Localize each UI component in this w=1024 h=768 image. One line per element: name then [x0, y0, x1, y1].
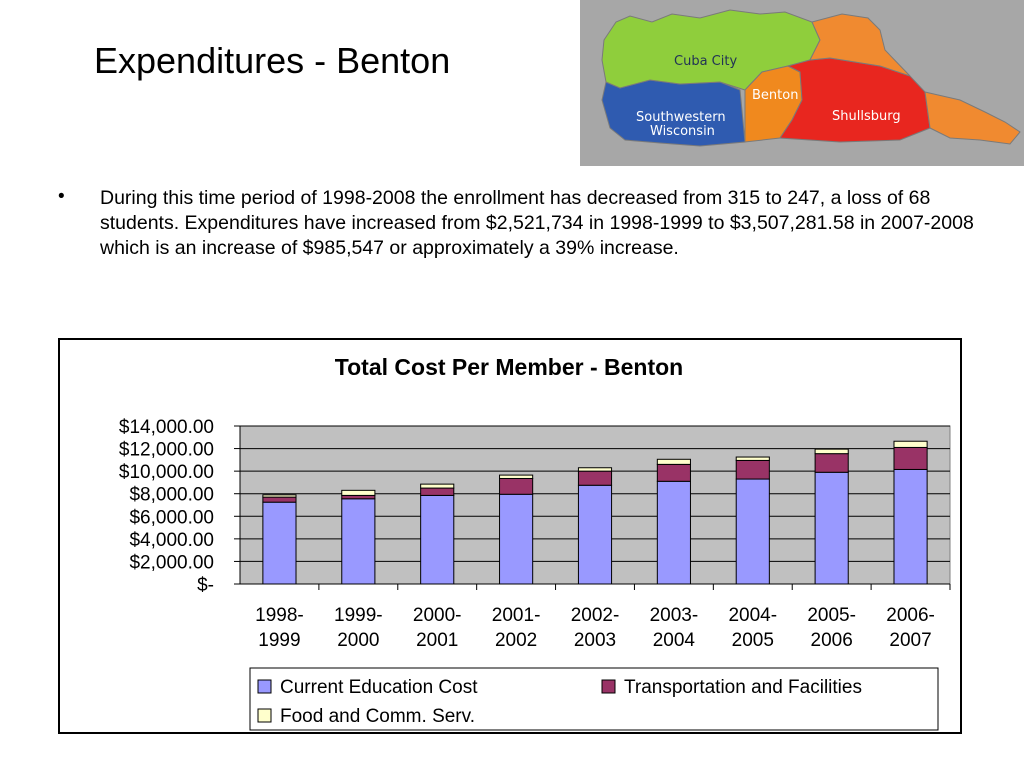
x-tick-label: 2000: [337, 630, 379, 651]
bar-segment-food: [262, 494, 297, 498]
map-region-east-tail: [924, 91, 1021, 145]
legend: [249, 667, 939, 731]
legend-label: Transportation and Facilities: [624, 677, 862, 698]
bar-segment-transportation: [735, 459, 770, 480]
map-label-southwestern: Southwestern Wisconsin: [636, 110, 730, 139]
legend-swatch: [257, 708, 272, 723]
bar-segment-education: [262, 501, 297, 585]
map-region-east: [809, 13, 911, 77]
x-tick-label: 2006-: [886, 605, 935, 626]
bar-segment-food: [577, 467, 613, 472]
y-tick-label: $8,000.00: [129, 485, 214, 506]
y-tick-label: $10,000.00: [119, 462, 214, 483]
x-tick-label: 2003-: [650, 605, 699, 626]
legend-swatch: [257, 679, 272, 694]
bar-segment-education: [420, 494, 455, 585]
x-tick-label: 1998-: [255, 605, 304, 626]
bar-segment-food: [893, 440, 928, 448]
bar-segment-transportation: [893, 446, 928, 470]
x-tick-label: 2004-: [728, 605, 777, 626]
y-tick-label: $14,000.00: [119, 417, 214, 438]
bar-segment-education: [499, 493, 534, 585]
bar-segment-education: [814, 471, 849, 585]
bar-segment-food: [499, 474, 534, 479]
x-tick-label: 2006: [811, 630, 853, 651]
y-tick-label: $12,000.00: [119, 440, 214, 461]
x-tick-label: 2001-: [492, 605, 541, 626]
chart-title: Total Cost Per Member - Benton: [335, 354, 683, 380]
legend-label: Current Education Cost: [280, 677, 478, 698]
y-tick-label: $4,000.00: [129, 530, 214, 551]
x-tick-label: 2003: [574, 630, 616, 651]
bar-segment-transportation: [262, 496, 297, 503]
bar-segment-transportation: [420, 487, 455, 496]
y-tick-label: $6,000.00: [129, 507, 214, 528]
bar-segment-food: [814, 448, 849, 455]
bar-segment-transportation: [656, 463, 691, 482]
bar-segment-food: [341, 489, 376, 496]
bar-segment-transportation: [577, 470, 613, 486]
y-tick-label: $-: [197, 575, 214, 596]
x-tick-label: 2000-: [413, 605, 462, 626]
chart-frame: Total Cost Per Member - Benton $14,000.00…: [58, 338, 962, 734]
x-tick-label: 2005-: [807, 605, 856, 626]
bar-segment-education: [341, 498, 376, 585]
stacked-bar-chart: Total Cost Per Member - Benton $14,000.00…: [119, 354, 951, 731]
x-tick-label: 2007: [889, 630, 931, 651]
bullet-marker: •: [58, 186, 65, 207]
legend-swatch: [601, 679, 616, 694]
slide-title: Expenditures - Benton: [94, 40, 451, 81]
bar-segment-food: [656, 458, 691, 465]
bar-segment-transportation: [499, 477, 534, 495]
x-tick-label: 2005: [732, 630, 774, 651]
map-label-cuba-city: Cuba City: [674, 54, 737, 69]
bar-segment-transportation: [341, 494, 376, 500]
x-tick-label: 2002: [495, 630, 537, 651]
legend-label: Food and Comm. Serv.: [280, 706, 475, 727]
x-tick-label: 2004: [653, 630, 696, 651]
bar-segment-education: [656, 480, 691, 585]
bar-segment-food: [735, 456, 770, 461]
bar-segment-education: [735, 478, 770, 585]
map-label-benton: Benton: [752, 88, 798, 103]
bar-segment-transportation: [814, 453, 849, 473]
bullet-text: During this time period of 1998-2008 the…: [100, 187, 974, 259]
y-tick-label: $2,000.00: [129, 552, 214, 573]
bar-segment-education: [577, 484, 613, 585]
district-map: Cuba City Benton Shullsburg Southwestern…: [580, 0, 1024, 166]
bar-segment-education: [893, 468, 928, 585]
x-tick-label: 2002-: [571, 605, 620, 626]
x-tick-label: 1999-: [334, 605, 383, 626]
map-region-shullsburg: [779, 57, 931, 143]
x-tick-label: 1999: [258, 630, 300, 651]
x-tick-label: 2001: [416, 630, 458, 651]
map-label-shullsburg: Shullsburg: [832, 109, 901, 124]
bar-segment-food: [420, 483, 455, 489]
